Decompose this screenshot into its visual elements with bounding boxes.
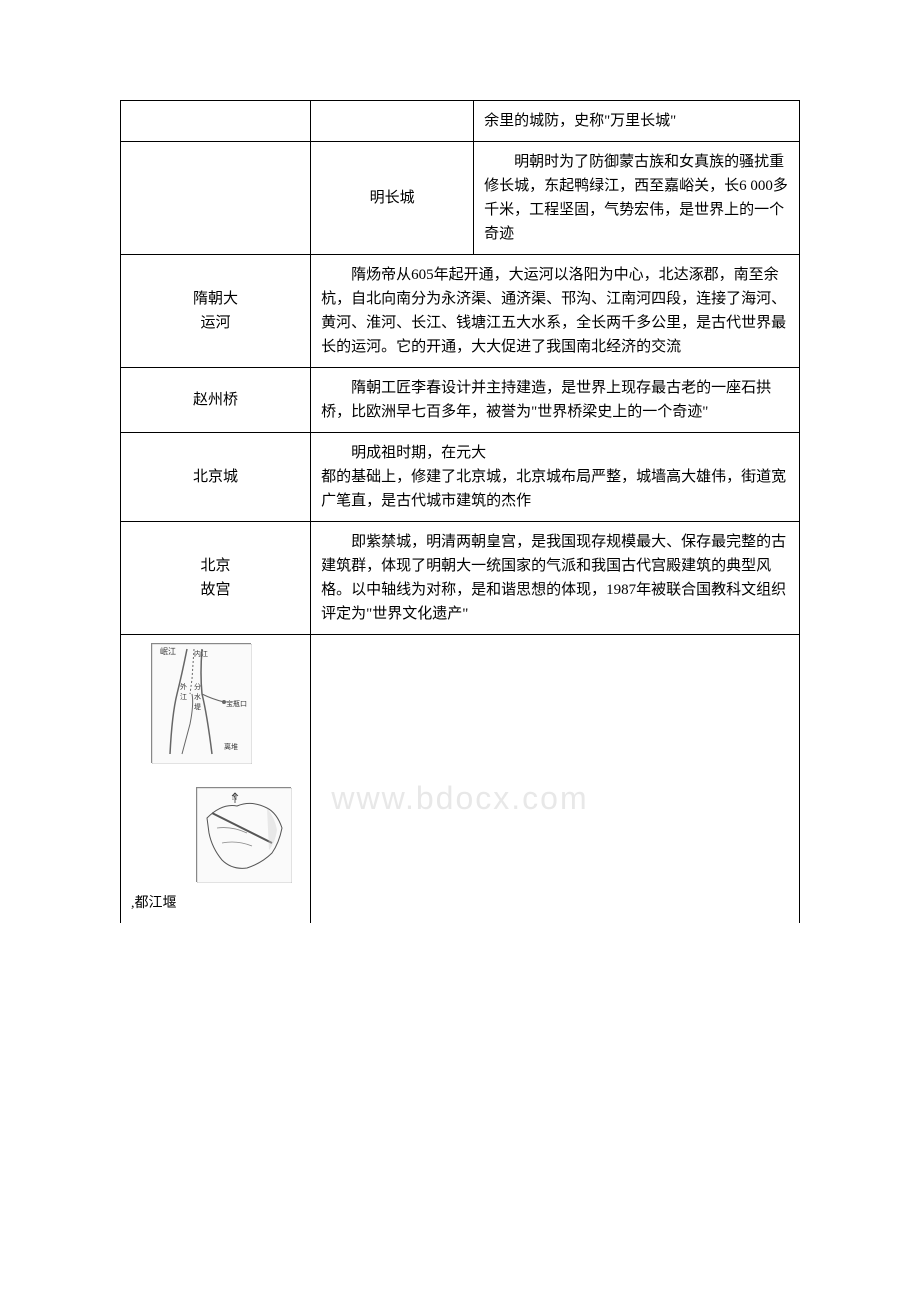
map-china-icon: N — [196, 787, 291, 882]
cell-col1: 北京城 — [121, 433, 311, 522]
table-row: 北京 故宫 即紫禁城，明清两朝皇宫，是我国现存规模最大、保存最完整的古建筑群，体… — [121, 522, 800, 635]
svg-text:外: 外 — [180, 682, 187, 691]
cell-merged: 隋朝工匠李春设计并主持建造，是世界上现存最古老的一座石拱桥，比欧洲早七百多年，被… — [311, 368, 800, 433]
main-table: 余里的城防，史称"万里长城" 明长城 明朝时为了防御蒙古族和女真族的骚扰重修长城… — [120, 100, 800, 923]
cell-empty — [311, 635, 800, 924]
merged-line2: 都的基础上，修建了北京城，北京城布局严整，城墙高大雄伟，街道宽广笔直，是古代城市… — [321, 465, 789, 513]
svg-text:江: 江 — [180, 693, 187, 701]
cell-col3: 明朝时为了防御蒙古族和女真族的骚扰重修长城，东起鸭绿江，西至嘉峪关，长6 000… — [474, 142, 800, 255]
cell-col1 — [121, 101, 311, 142]
svg-text:内江: 内江 — [194, 649, 208, 658]
merged-line1: 明成祖时期，在元大 — [321, 441, 789, 465]
table-row: 隋朝大 运河 隋炀帝从605年起开通，大运河以洛阳为中心，北达涿郡，南至余杭，自… — [121, 255, 800, 368]
svg-text:离堆: 离堆 — [224, 742, 238, 751]
svg-text:岷江: 岷江 — [160, 647, 176, 656]
table-row: 北京城 明成祖时期，在元大 都的基础上，修建了北京城，北京城布局严整，城墙高大雄… — [121, 433, 800, 522]
image-caption: ,都江堰 — [131, 893, 300, 915]
cell-col3: 余里的城防，史称"万里长城" — [474, 101, 800, 142]
cell-col2: 明长城 — [311, 142, 474, 255]
page-container: www.bdocx.com 余里的城防，史称"万里长城" 明长城 明朝时为了防御… — [120, 100, 800, 923]
cell-col1 — [121, 142, 311, 255]
cell-col2 — [311, 101, 474, 142]
cell-col1: 北京 故宫 — [121, 522, 311, 635]
cell-col1: 赵州桥 — [121, 368, 311, 433]
cell-image: 岷江 内江 外 江 分 水 堤 宝瓶口 离堆 — [121, 635, 311, 924]
cell-col1: 隋朝大 运河 — [121, 255, 311, 368]
svg-text:分: 分 — [194, 682, 201, 691]
cell-merged: 即紫禁城，明清两朝皇宫，是我国现存规模最大、保存最完整的古建筑群，体现了明朝大一… — [311, 522, 800, 635]
cell-merged: 明成祖时期，在元大 都的基础上，修建了北京城，北京城布局严整，城墙高大雄伟，街道… — [311, 433, 800, 522]
svg-text:堤: 堤 — [194, 702, 201, 711]
svg-text:宝瓶口: 宝瓶口 — [226, 699, 247, 708]
table-row-image: 岷江 内江 外 江 分 水 堤 宝瓶口 离堆 — [121, 635, 800, 924]
table-row: 赵州桥 隋朝工匠李春设计并主持建造，是世界上现存最古老的一座石拱桥，比欧洲早七百… — [121, 368, 800, 433]
table-row: 明长城 明朝时为了防御蒙古族和女真族的骚扰重修长城，东起鸭绿江，西至嘉峪关，长6… — [121, 142, 800, 255]
svg-text:水: 水 — [194, 692, 201, 701]
table-row: 余里的城防，史称"万里长城" — [121, 101, 800, 142]
map-dujiangyan-icon: 岷江 内江 外 江 分 水 堤 宝瓶口 离堆 — [151, 643, 251, 763]
cell-merged: 隋炀帝从605年起开通，大运河以洛阳为中心，北达涿郡，南至余杭，自北向南分为永济… — [311, 255, 800, 368]
content-wrapper: 余里的城防，史称"万里长城" 明长城 明朝时为了防御蒙古族和女真族的骚扰重修长城… — [120, 100, 800, 923]
